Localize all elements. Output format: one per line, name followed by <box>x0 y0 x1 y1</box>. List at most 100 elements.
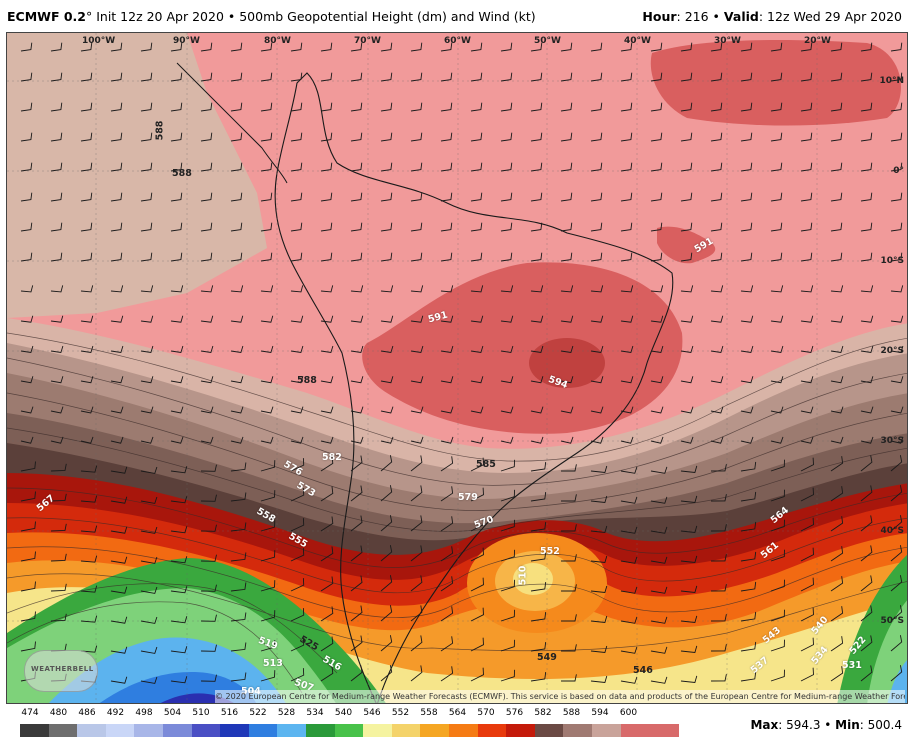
wind-barb <box>140 102 153 112</box>
colorbar-swatch <box>620 724 636 737</box>
wind-barb <box>110 646 128 654</box>
wind-barb <box>530 642 547 652</box>
wind-barb <box>590 345 604 354</box>
wind-barb <box>860 132 873 142</box>
wind-barb <box>500 406 514 414</box>
wind-barb <box>890 252 903 262</box>
colorbar-tick-label: 480 <box>49 708 68 718</box>
wind-barb <box>470 345 484 354</box>
wind-barb <box>530 252 543 262</box>
wind-barb <box>170 556 188 564</box>
wind-barb <box>20 461 36 472</box>
wind-barb <box>830 132 843 142</box>
wind-barb <box>590 615 608 623</box>
wind-barb <box>110 285 124 293</box>
colorbar-swatch <box>506 724 522 737</box>
wind-barb <box>380 162 393 172</box>
wind-barb <box>560 102 573 112</box>
wind-barb <box>290 406 304 414</box>
wind-barb <box>110 406 124 414</box>
wind-barb <box>680 525 698 533</box>
wind-barb <box>20 376 34 384</box>
wind-barb <box>680 406 694 414</box>
colorbar-swatch <box>463 724 479 737</box>
wind-barb <box>860 485 873 502</box>
wind-barb <box>620 466 638 474</box>
wind-barb <box>80 162 93 172</box>
wind-barb <box>110 526 128 534</box>
colorbar-swatch <box>191 724 207 737</box>
colorbar-swatch <box>520 724 536 737</box>
colorbar-swatch <box>449 724 464 737</box>
wind-barb <box>200 614 217 622</box>
wind-barb <box>290 436 304 444</box>
wind-barb <box>560 436 574 444</box>
wind-barb <box>80 465 98 473</box>
wind-barb <box>650 646 668 654</box>
wind-barb <box>710 674 727 682</box>
lat-label-10n: 10°N <box>879 76 904 86</box>
wind-barb <box>770 549 785 562</box>
map-panel[interactable] <box>6 32 908 704</box>
wind-barb <box>650 436 664 444</box>
wind-barb <box>860 605 873 622</box>
wind-barb <box>590 376 604 384</box>
lat-label-50s: 50°S <box>880 616 904 626</box>
wind-barb <box>290 72 303 82</box>
wind-barb <box>350 42 363 52</box>
wind-barb <box>650 132 663 142</box>
wind-barb <box>170 406 184 414</box>
colorbar-swatch <box>48 724 64 737</box>
wind-barb <box>800 457 814 472</box>
wind-barb <box>530 345 544 354</box>
wind-barb <box>800 222 813 232</box>
weatherbell-logo: WEATHERBELL <box>24 650 98 692</box>
wind-barb <box>50 583 67 592</box>
wind-barb <box>260 345 274 354</box>
wind-barb <box>290 578 305 592</box>
wind-barb <box>740 42 753 52</box>
wind-barb <box>800 487 814 502</box>
wind-barb <box>170 285 184 293</box>
wind-barb <box>110 162 123 172</box>
wind-barb <box>770 436 784 444</box>
wind-barb <box>770 102 783 112</box>
wind-barb <box>140 376 154 384</box>
wind-barb <box>740 72 753 82</box>
wind-barb <box>140 315 154 323</box>
wind-barb <box>561 464 577 472</box>
wind-barb <box>290 162 303 172</box>
wind-barb <box>170 436 184 444</box>
wind-barb <box>650 345 664 354</box>
wind-barb <box>140 586 158 594</box>
wind-barb <box>680 675 698 683</box>
colorbar-swatch <box>134 724 150 737</box>
wind-barb <box>830 72 843 82</box>
wind-barb <box>470 667 484 682</box>
wind-barb <box>500 639 516 652</box>
min-label: Min <box>835 718 860 732</box>
wind-barb <box>170 315 184 323</box>
wind-barb <box>140 526 158 534</box>
wind-barb <box>50 102 63 112</box>
wind-barb <box>590 192 603 202</box>
wind-barb <box>350 485 363 502</box>
colorbar-swatch <box>592 724 607 737</box>
wind-barb <box>710 72 723 82</box>
wind-barb <box>380 406 394 414</box>
wind-barb <box>470 42 483 52</box>
colorbar-swatch <box>334 724 350 737</box>
wind-barb <box>290 488 305 502</box>
wind-barb <box>800 72 813 82</box>
colorbar-swatch <box>62 724 78 737</box>
wind-barb <box>740 222 753 232</box>
wind-barb <box>830 576 844 592</box>
wind-barb <box>20 521 36 532</box>
wind-barb <box>350 455 363 472</box>
wind-barb <box>590 132 603 142</box>
wind-barb <box>740 406 754 414</box>
wind-barb <box>320 102 333 112</box>
wind-barb <box>530 222 543 232</box>
wind-barb <box>770 252 783 262</box>
lat-label-40s: 40°S <box>880 526 904 536</box>
